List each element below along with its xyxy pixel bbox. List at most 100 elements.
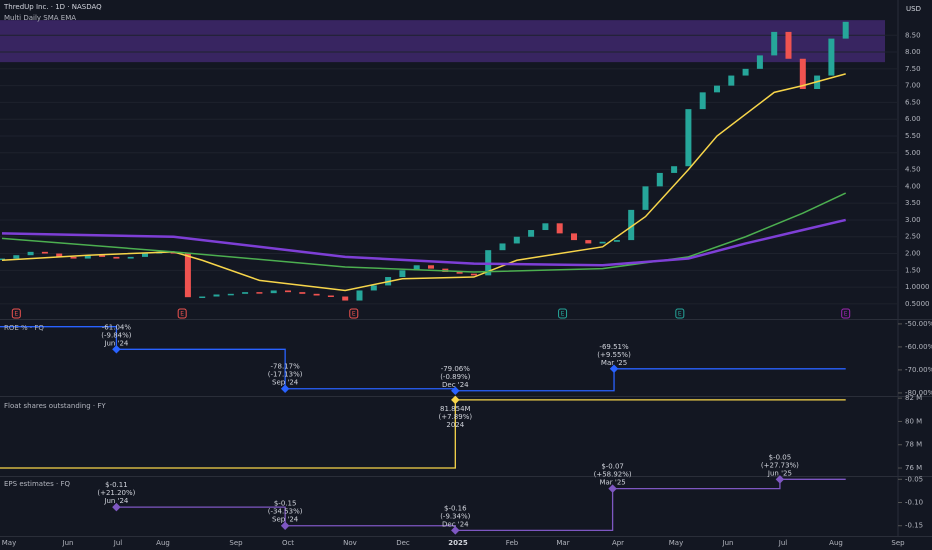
earnings-marker xyxy=(11,308,21,319)
point-diamond xyxy=(280,384,290,393)
earnings-label: E xyxy=(678,311,682,318)
point-diamond xyxy=(112,345,121,354)
plot-layer: 8.50 8.00 7.50 7.00 6.50 6.00 5.50 5.00 4.50 4.00… xyxy=(0,20,932,547)
candle xyxy=(628,209,635,241)
time-label: May xyxy=(669,539,683,547)
candle xyxy=(127,256,134,259)
candle xyxy=(0,258,5,261)
candle xyxy=(242,292,249,294)
candle xyxy=(270,290,277,294)
candle xyxy=(70,256,77,259)
time-label: Aug xyxy=(829,539,843,547)
point-value: $-0.05 xyxy=(769,453,792,461)
point-change: (-0.89%) xyxy=(440,373,470,381)
zone xyxy=(0,20,885,63)
candle xyxy=(227,293,234,296)
indicator-name[interactable]: Multi Daily SMA EMA xyxy=(4,14,76,22)
candle xyxy=(342,296,349,301)
candle xyxy=(542,223,549,231)
price-tick-label: 4.00 xyxy=(905,182,921,190)
candle xyxy=(27,251,34,256)
candle xyxy=(299,292,306,294)
pane-tick-label: -70.00% xyxy=(905,366,932,374)
price-tick-label: 1.0000 xyxy=(905,283,930,291)
point-value: -69.51% xyxy=(599,343,629,351)
point-change: (-9.34%) xyxy=(440,512,470,520)
price-tick-label: 7.50 xyxy=(905,65,921,73)
price-tick-label: 8.00 xyxy=(905,48,921,56)
symbol-title[interactable]: ThredUp Inc. · 1D · NASDAQ xyxy=(3,3,102,11)
earnings-label: E xyxy=(844,311,848,318)
pane-tick-label: -0.05 xyxy=(905,475,923,483)
time-label: May xyxy=(2,539,16,547)
price-tick-label: 0.5000 xyxy=(905,300,930,308)
time-label: Sep xyxy=(229,539,243,547)
point-period: 2024 xyxy=(446,421,464,429)
price-tick-label: 7.00 xyxy=(905,82,921,90)
candle xyxy=(785,31,792,59)
pane-tick-label: 78 M xyxy=(905,441,922,449)
candle xyxy=(828,38,835,76)
candle xyxy=(513,236,520,244)
moving-average xyxy=(1,218,846,267)
candle xyxy=(585,240,592,244)
candle xyxy=(671,166,678,173)
candle xyxy=(528,230,535,237)
pane-tick-label: 82 M xyxy=(905,394,922,402)
time-label: 2025 xyxy=(448,539,468,547)
candle xyxy=(428,265,434,269)
candle xyxy=(571,233,577,241)
price-tick-label: 4.50 xyxy=(905,166,921,174)
point-diamond xyxy=(280,521,290,530)
point-value: 81.854M xyxy=(440,405,471,413)
earnings-marker xyxy=(558,308,568,319)
point-diamond xyxy=(112,502,121,512)
time-label: Jul xyxy=(778,539,788,547)
point-value: -61.04% xyxy=(102,323,132,331)
price-tick-label: 3.50 xyxy=(905,199,921,207)
earnings-marker xyxy=(177,308,187,319)
currency[interactable]: USD xyxy=(906,5,921,13)
candle xyxy=(184,253,191,298)
candle xyxy=(213,294,220,297)
point-change: (+9.55%) xyxy=(597,351,631,359)
earnings-label: E xyxy=(561,311,565,318)
point-value: -78.17% xyxy=(271,363,301,371)
candle xyxy=(84,255,91,259)
point-change: (+27.73%) xyxy=(761,461,799,469)
point-change: (-9.84%) xyxy=(101,331,131,339)
candle xyxy=(556,223,563,234)
price-tick-label: 5.00 xyxy=(905,149,921,157)
candle xyxy=(470,273,477,276)
earnings-marker xyxy=(841,308,851,319)
candle xyxy=(642,186,649,210)
point-value: $-0.15 xyxy=(274,500,297,508)
pane-tick-label: 80 M xyxy=(905,417,922,425)
pane-tick-label: -60.00% xyxy=(905,343,932,351)
point-period: Sep '24 xyxy=(272,516,299,524)
step-line xyxy=(0,326,846,392)
candle xyxy=(771,31,778,56)
candle xyxy=(499,243,506,251)
point-value: -79.06% xyxy=(441,365,471,373)
candle xyxy=(356,290,363,301)
candle xyxy=(256,292,263,294)
price-tick-label: 8.50 xyxy=(905,31,921,39)
point-period: Dec '24 xyxy=(442,381,469,389)
moving-average xyxy=(1,192,847,273)
candle xyxy=(285,290,291,293)
candle xyxy=(41,251,48,254)
time-label: Sep xyxy=(891,539,905,547)
candle xyxy=(199,296,206,299)
candle xyxy=(399,270,406,278)
earnings-label: E xyxy=(14,311,18,318)
time-label: Jul xyxy=(113,539,123,547)
pane-title: Float shares outstanding · FY xyxy=(4,402,106,410)
point-period: Sep '24 xyxy=(272,379,299,387)
candle xyxy=(685,109,692,167)
point-diamond xyxy=(609,364,619,374)
point-diamond xyxy=(608,484,617,493)
earnings-label: E xyxy=(352,311,356,318)
candle xyxy=(13,255,20,259)
